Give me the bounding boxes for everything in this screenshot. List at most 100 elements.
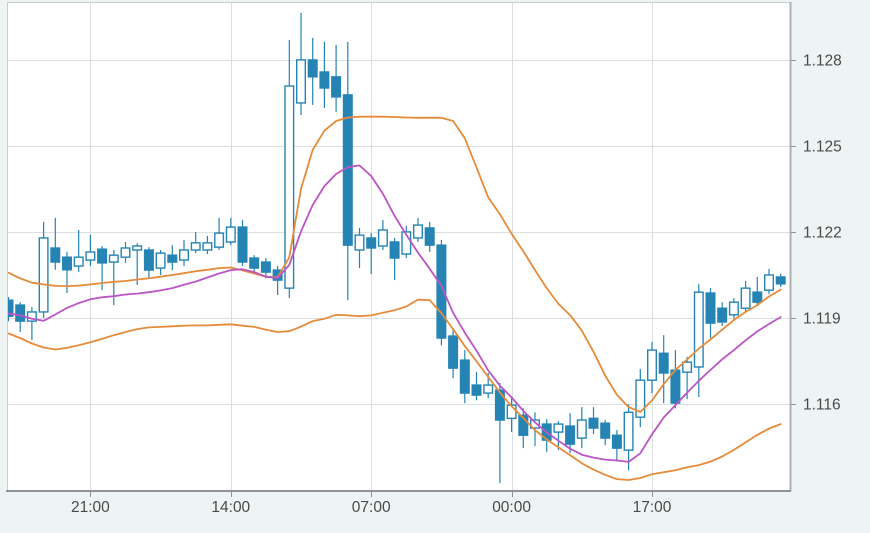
candle-down	[331, 45, 342, 112]
candle-body	[108, 254, 119, 263]
candle-down	[471, 371, 482, 401]
candle-down	[260, 258, 271, 279]
candle-down	[389, 237, 400, 281]
candle-up	[132, 243, 143, 285]
moving-average-line	[7, 164, 782, 463]
candle-down	[494, 383, 505, 484]
candle-down	[588, 407, 599, 435]
axis-labels: 21:00 14:00 07:00 00:00 17:00 1.128 1.125 1.122…	[71, 52, 842, 516]
candle-body	[214, 232, 225, 248]
candle-up	[635, 369, 646, 428]
candle-body	[752, 291, 763, 303]
candle-body	[97, 248, 108, 264]
candle-body	[611, 434, 622, 449]
candle-up	[202, 235, 213, 255]
candle-body	[15, 304, 26, 322]
candle-body	[307, 59, 318, 78]
candle-up	[190, 231, 201, 254]
candle-body	[284, 85, 295, 289]
y-axis-label: 1.122	[803, 224, 842, 241]
candle-up	[401, 225, 412, 259]
candle-body	[272, 269, 283, 281]
candle-body	[647, 349, 658, 381]
candle-body	[389, 241, 400, 259]
candle-body	[319, 71, 330, 89]
candle-body	[623, 411, 634, 451]
x-axis-label: 21:00	[71, 499, 110, 516]
candle-up	[155, 250, 166, 275]
candle-down	[272, 266, 283, 296]
candle-body	[38, 237, 49, 313]
candle-body	[377, 229, 388, 247]
candle-down	[448, 328, 459, 379]
candle-down	[705, 288, 716, 339]
candle-up	[576, 407, 587, 449]
candle-body	[635, 379, 646, 418]
candle-body	[600, 422, 611, 439]
candle-body	[494, 389, 505, 421]
candle-body	[260, 261, 271, 273]
candle-body	[190, 242, 201, 251]
candle-body	[740, 287, 751, 309]
candle-body	[658, 352, 669, 374]
candle-body	[401, 231, 412, 255]
x-axis-label: 17:00	[633, 499, 672, 516]
candle-up	[214, 217, 225, 251]
candle-body	[413, 224, 424, 239]
candle-body	[366, 237, 377, 249]
candle-body	[237, 226, 248, 263]
candle-body	[764, 274, 775, 291]
candle-down	[658, 335, 669, 404]
candle-body	[202, 242, 213, 251]
candle-body	[249, 257, 260, 269]
y-axis-label: 1.128	[803, 52, 842, 69]
candle-body	[225, 226, 236, 243]
candle-up	[26, 307, 37, 341]
x-axis-label: 14:00	[211, 499, 250, 516]
candle-body	[693, 291, 704, 368]
gridlines	[7, 2, 790, 490]
candle-body	[424, 227, 435, 246]
candle-body	[459, 359, 470, 394]
candle-down	[237, 219, 248, 267]
candle-up	[764, 268, 775, 295]
candle-up	[413, 217, 424, 242]
candle-down	[143, 247, 154, 278]
y-axis-label: 1.125	[803, 138, 842, 155]
candle-down	[600, 420, 611, 446]
candle-body	[7, 299, 14, 317]
candle-up	[38, 221, 49, 318]
candle-body	[775, 276, 786, 285]
candle-body	[50, 247, 61, 263]
candle-up	[693, 284, 704, 398]
candle-body	[682, 361, 693, 373]
candle-body	[471, 384, 482, 396]
candle-down	[518, 408, 529, 449]
candle-down	[50, 217, 61, 270]
candle-body	[62, 256, 73, 271]
candle-body	[588, 417, 599, 429]
candle-down	[15, 302, 26, 333]
candle-body	[448, 335, 459, 369]
candle-up	[73, 229, 84, 272]
candle-down	[717, 302, 728, 326]
upper-band-line	[7, 115, 782, 413]
candle-down	[611, 430, 622, 461]
candle-down	[7, 297, 14, 322]
candle-up	[740, 280, 751, 312]
candle-body	[132, 245, 143, 251]
candle-body	[73, 256, 84, 267]
candle-body	[576, 419, 587, 439]
candle-body	[670, 369, 681, 404]
candle-up	[728, 298, 739, 319]
candle-down	[775, 273, 786, 288]
candle-up	[623, 404, 634, 471]
candle-body	[120, 247, 131, 258]
candle-body	[565, 425, 576, 445]
x-axis-label: 07:00	[352, 499, 391, 516]
lower-band-line	[7, 298, 782, 481]
candle-body	[26, 311, 37, 322]
candle-body	[518, 414, 529, 436]
candle-body	[167, 254, 178, 263]
